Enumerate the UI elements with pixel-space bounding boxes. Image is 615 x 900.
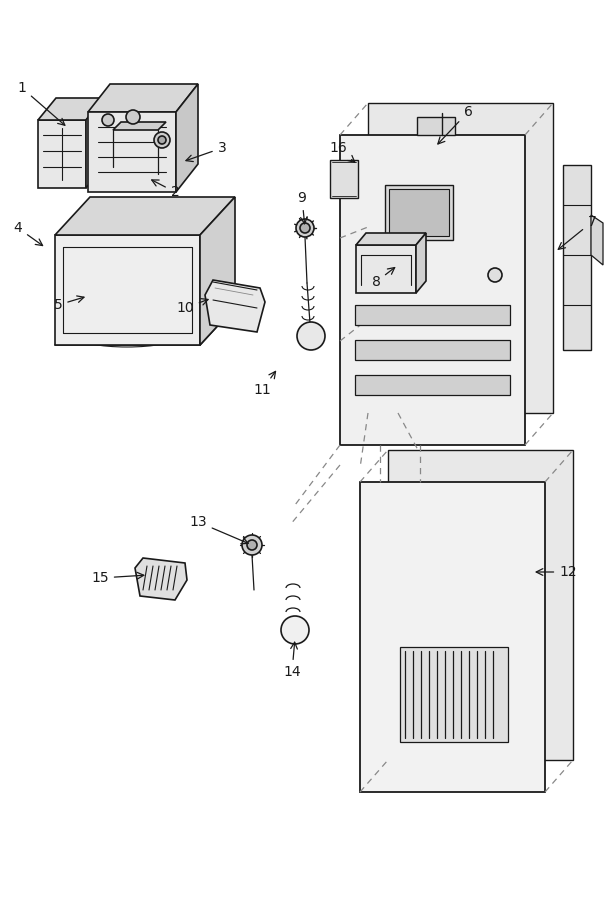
Circle shape <box>297 322 325 350</box>
Text: 2: 2 <box>152 180 180 199</box>
Text: 8: 8 <box>371 267 395 289</box>
Polygon shape <box>385 185 453 240</box>
Bar <box>355 340 510 360</box>
Text: 4: 4 <box>14 221 42 246</box>
Polygon shape <box>38 98 104 120</box>
Bar <box>355 305 510 325</box>
Circle shape <box>102 114 114 126</box>
Text: 14: 14 <box>283 643 301 679</box>
Polygon shape <box>591 215 603 265</box>
Polygon shape <box>88 112 176 192</box>
Text: 15: 15 <box>91 571 144 585</box>
Polygon shape <box>368 103 553 413</box>
Polygon shape <box>416 233 426 293</box>
Bar <box>355 375 510 395</box>
Polygon shape <box>200 197 235 345</box>
Polygon shape <box>135 558 187 600</box>
Text: 3: 3 <box>186 141 226 162</box>
Circle shape <box>296 219 314 237</box>
Polygon shape <box>88 84 198 112</box>
Text: 13: 13 <box>189 515 248 544</box>
Circle shape <box>154 132 170 148</box>
Bar <box>389 189 449 236</box>
Circle shape <box>247 540 257 550</box>
Circle shape <box>158 136 166 144</box>
Polygon shape <box>55 197 235 235</box>
Bar <box>330 160 358 198</box>
Circle shape <box>281 616 309 644</box>
Polygon shape <box>356 233 426 245</box>
Text: 5: 5 <box>54 296 84 312</box>
Circle shape <box>126 110 140 124</box>
Text: 11: 11 <box>253 372 276 397</box>
Circle shape <box>300 223 310 233</box>
Bar <box>563 165 591 350</box>
Polygon shape <box>360 482 545 792</box>
Polygon shape <box>388 450 573 760</box>
Circle shape <box>242 535 262 555</box>
Text: 12: 12 <box>536 565 577 579</box>
Text: 1: 1 <box>18 81 65 125</box>
Polygon shape <box>356 245 416 293</box>
Polygon shape <box>55 307 235 345</box>
Polygon shape <box>205 280 265 332</box>
Polygon shape <box>176 84 198 192</box>
Text: 16: 16 <box>329 141 355 162</box>
Polygon shape <box>55 235 200 345</box>
Polygon shape <box>38 120 86 188</box>
Bar <box>400 647 508 742</box>
Text: 10: 10 <box>176 299 208 315</box>
Text: 6: 6 <box>438 105 472 144</box>
Polygon shape <box>86 98 104 188</box>
Circle shape <box>488 268 502 282</box>
Text: 7: 7 <box>558 215 597 249</box>
Bar <box>417 117 455 135</box>
Text: 9: 9 <box>298 191 308 224</box>
Polygon shape <box>340 135 525 445</box>
Polygon shape <box>113 122 166 130</box>
